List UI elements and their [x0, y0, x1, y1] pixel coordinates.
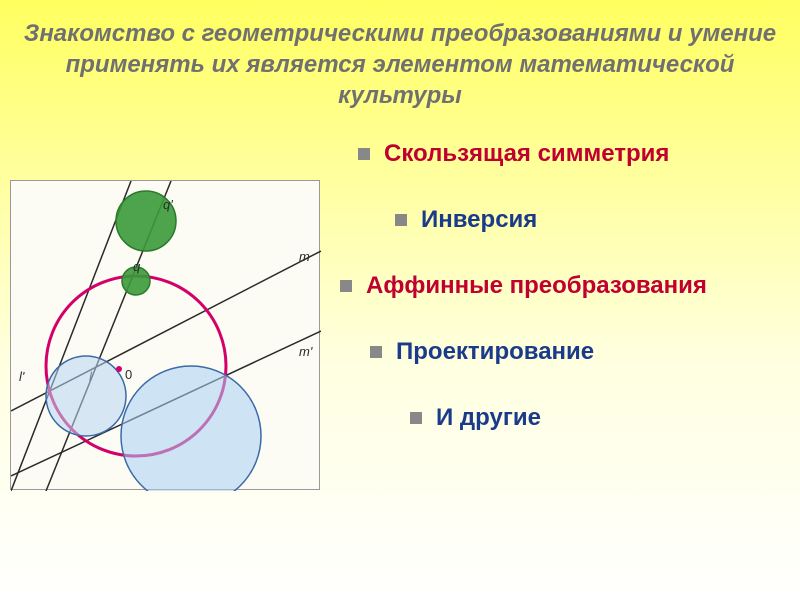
list-item: И другие — [410, 404, 800, 432]
slide-title: Знакомство с геометрическими преобразова… — [0, 0, 800, 120]
list-item: Инверсия — [395, 206, 800, 234]
list-item: Скользящая симметрия — [358, 140, 800, 168]
bullet-icon — [358, 148, 370, 160]
transformations-list: Скользящая симметрия Инверсия Аффинные п… — [320, 140, 800, 580]
bullet-icon — [395, 214, 407, 226]
item-label: Проектирование — [396, 338, 594, 366]
bullet-icon — [370, 346, 382, 358]
svg-text:m: m — [299, 249, 310, 264]
item-label: И другие — [436, 404, 541, 432]
svg-text:m': m' — [299, 344, 313, 359]
item-label: Скользящая симметрия — [384, 140, 669, 168]
svg-text:0: 0 — [125, 367, 132, 382]
item-label: Аффинные преобразования — [366, 272, 707, 300]
content-area: l'lmm'q'q0 Скользящая симметрия Инверсия… — [0, 120, 800, 580]
bullet-icon — [340, 280, 352, 292]
geometry-diagram: l'lmm'q'q0 — [10, 180, 320, 490]
svg-text:q: q — [133, 259, 141, 274]
svg-text:q': q' — [163, 197, 173, 212]
item-label: Инверсия — [421, 206, 537, 234]
list-item: Аффинные преобразования — [340, 272, 800, 300]
svg-text:l': l' — [19, 369, 25, 384]
list-item: Проектирование — [370, 338, 800, 366]
bullet-icon — [410, 412, 422, 424]
